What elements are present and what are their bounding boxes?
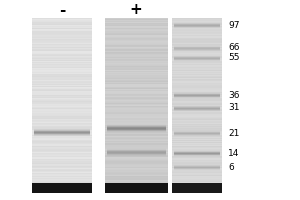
Text: 21: 21 — [228, 129, 239, 138]
Text: -: - — [59, 2, 65, 18]
Text: 14: 14 — [228, 148, 239, 158]
Text: 97: 97 — [228, 21, 239, 29]
Text: 6: 6 — [228, 162, 234, 171]
Text: +: + — [130, 2, 142, 18]
Text: 66: 66 — [228, 44, 239, 52]
Text: 31: 31 — [228, 104, 239, 112]
Text: 36: 36 — [228, 90, 239, 99]
Text: 55: 55 — [228, 53, 239, 62]
